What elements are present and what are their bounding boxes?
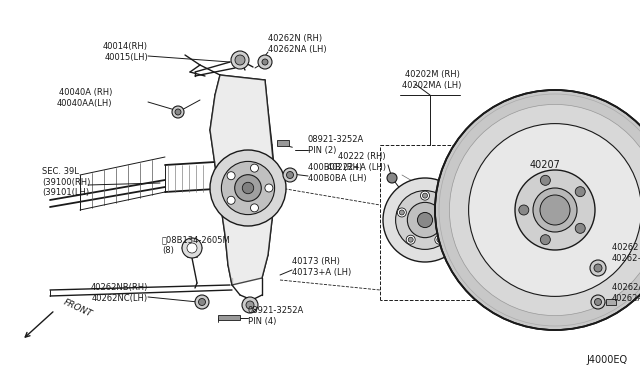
Circle shape xyxy=(250,164,259,172)
Text: 40202M (RH)
40202MA (LH): 40202M (RH) 40202MA (LH) xyxy=(403,70,461,90)
Text: 400B0B (RH)
400B0BA (LH): 400B0B (RH) 400B0BA (LH) xyxy=(308,163,367,183)
Circle shape xyxy=(246,301,254,309)
Circle shape xyxy=(420,191,429,200)
Circle shape xyxy=(515,170,595,250)
Circle shape xyxy=(417,212,433,228)
Circle shape xyxy=(594,264,602,272)
Text: 40262N (RH)
40262NA (LH): 40262N (RH) 40262NA (LH) xyxy=(268,34,326,54)
Circle shape xyxy=(519,205,529,215)
Circle shape xyxy=(396,190,454,249)
Circle shape xyxy=(449,105,640,315)
Text: 40173 (RH)
40173+A (LH): 40173 (RH) 40173+A (LH) xyxy=(292,257,351,277)
Text: J4000EQ: J4000EQ xyxy=(587,355,628,365)
Circle shape xyxy=(383,178,467,262)
Circle shape xyxy=(235,175,261,201)
Circle shape xyxy=(406,235,415,244)
Circle shape xyxy=(590,260,606,276)
Text: 40262A (RH)
40262AA(LH): 40262A (RH) 40262AA(LH) xyxy=(612,283,640,303)
Circle shape xyxy=(408,202,443,238)
Circle shape xyxy=(533,188,577,232)
Circle shape xyxy=(283,168,297,182)
Text: 08921-3252A
PIN (2): 08921-3252A PIN (2) xyxy=(308,135,364,155)
Polygon shape xyxy=(210,75,275,285)
Circle shape xyxy=(231,51,249,69)
Circle shape xyxy=(575,187,585,197)
Text: 40262NB(RH)
40262NC(LH): 40262NB(RH) 40262NC(LH) xyxy=(91,283,148,303)
Circle shape xyxy=(195,295,209,309)
Circle shape xyxy=(435,90,640,330)
Text: 40014(RH)
40015(LH): 40014(RH) 40015(LH) xyxy=(103,42,148,62)
Text: 08921-3252A
PIN (4): 08921-3252A PIN (4) xyxy=(248,306,304,326)
Circle shape xyxy=(540,235,550,245)
Text: 40262 (RH)
40262+A(LH): 40262 (RH) 40262+A(LH) xyxy=(612,243,640,263)
Circle shape xyxy=(242,297,258,313)
Text: 40222 (RH)
40222+A (LH): 40222 (RH) 40222+A (LH) xyxy=(327,152,386,172)
Circle shape xyxy=(575,223,585,233)
Circle shape xyxy=(397,208,406,217)
Text: 40040A (RH)
40040AA(LH): 40040A (RH) 40040AA(LH) xyxy=(56,88,112,108)
Circle shape xyxy=(258,55,272,69)
Circle shape xyxy=(437,237,442,242)
Circle shape xyxy=(595,298,602,305)
Circle shape xyxy=(591,295,605,309)
Circle shape xyxy=(210,150,286,226)
Circle shape xyxy=(435,235,444,244)
Circle shape xyxy=(265,184,273,192)
Circle shape xyxy=(182,238,202,258)
Text: 40207: 40207 xyxy=(530,160,561,170)
Polygon shape xyxy=(277,140,289,146)
Circle shape xyxy=(444,208,452,217)
Circle shape xyxy=(262,59,268,65)
Circle shape xyxy=(175,109,181,115)
Text: FRONT: FRONT xyxy=(62,298,93,318)
Circle shape xyxy=(227,172,235,180)
Circle shape xyxy=(540,195,570,225)
Circle shape xyxy=(172,106,184,118)
Circle shape xyxy=(408,237,413,242)
Circle shape xyxy=(387,173,397,183)
Circle shape xyxy=(287,171,294,179)
Circle shape xyxy=(221,161,275,215)
Circle shape xyxy=(198,298,205,305)
Circle shape xyxy=(235,55,245,65)
Polygon shape xyxy=(218,315,240,320)
Circle shape xyxy=(445,210,451,215)
Circle shape xyxy=(187,243,197,253)
Text: 08B134-2605M
(8): 08B134-2605M (8) xyxy=(162,235,231,255)
Circle shape xyxy=(243,182,253,194)
Polygon shape xyxy=(606,299,616,305)
Circle shape xyxy=(468,124,640,296)
Text: SEC. 39L
(39100(RH)
(39101(LH): SEC. 39L (39100(RH) (39101(LH) xyxy=(42,167,90,197)
Circle shape xyxy=(540,175,550,185)
Circle shape xyxy=(422,193,428,198)
Circle shape xyxy=(250,204,259,212)
Circle shape xyxy=(399,210,404,215)
Circle shape xyxy=(227,196,235,204)
